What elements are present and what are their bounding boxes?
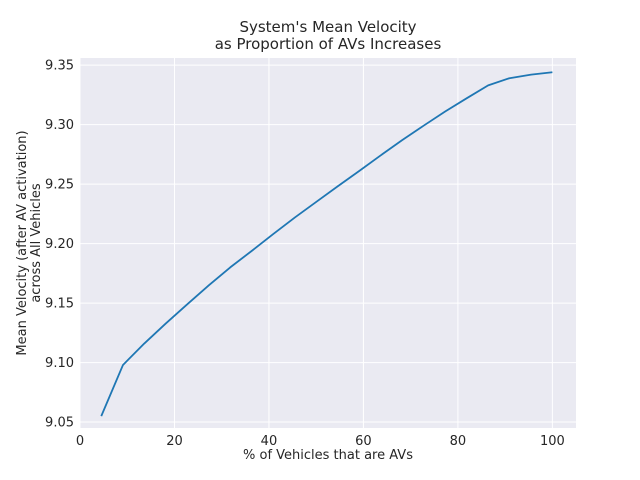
chart-title-line-1: System's Mean Velocity [239,18,416,36]
y-tick-label: 9.20 [45,237,74,252]
y-tick-label: 9.25 [45,178,74,193]
plot-background [80,58,576,428]
x-tick-label: 100 [540,434,565,449]
x-axis-label: % of Vehicles that are AVs [243,448,413,463]
series-line [100,71,553,417]
x-tick-label: 80 [450,434,467,449]
x-tick-label: 40 [261,434,278,449]
x-tick-label: 0 [76,434,84,449]
series-lines [100,71,553,417]
y-tick-label: 9.30 [45,118,74,133]
y-tick-label: 9.35 [45,59,74,74]
chart-title-line-2: as Proportion of AVs Increases [215,35,442,53]
y-tick-label: 9.15 [45,297,74,312]
tick-labels: 0 20 40 60 80 100 9.05 9.10 9.15 9.20 9.25 9.30 9.35 [45,59,565,449]
y-axis-label-line-2: across All Vehicles [29,183,44,303]
y-tick-label: 9.05 [45,416,74,431]
y-tick-label: 9.10 [45,356,74,371]
y-axis-label-line-1: Mean Velocity (after AV activation) [15,130,30,355]
grid-lines [79,58,576,428]
x-tick-label: 20 [166,434,183,449]
x-tick-label: 60 [355,434,372,449]
